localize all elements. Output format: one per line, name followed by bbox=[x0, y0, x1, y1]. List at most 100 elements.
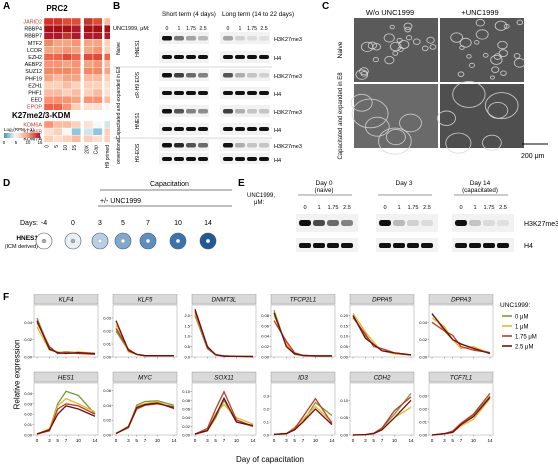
x-tick-label: 3 bbox=[443, 438, 446, 443]
heat-cell bbox=[92, 39, 103, 47]
blot-band bbox=[174, 91, 184, 95]
gene-label-rbbp7: RBBP7 bbox=[24, 34, 42, 40]
blot-band bbox=[198, 73, 208, 78]
blot-band bbox=[162, 127, 172, 131]
heat-cell bbox=[92, 120, 103, 129]
y-tick-label: 0.00 bbox=[340, 433, 349, 438]
heat-cell bbox=[62, 74, 72, 83]
x-tick-label: 10 bbox=[155, 438, 161, 443]
row-group-label: Conventional bbox=[116, 138, 122, 164]
group-title: Day 3 bbox=[396, 180, 413, 187]
blot-strip bbox=[220, 69, 270, 81]
colony bbox=[445, 132, 472, 154]
heat-cell bbox=[83, 102, 94, 111]
band-label: H3K27me3 bbox=[274, 37, 302, 43]
x-tick-label: 14 bbox=[171, 438, 177, 443]
colony bbox=[383, 33, 395, 43]
facet-title: DNMT3L bbox=[212, 297, 237, 304]
blot-band bbox=[247, 91, 257, 95]
dose-label: 2.5 bbox=[343, 205, 351, 211]
dose-label: 1 bbox=[317, 205, 320, 211]
facet-header bbox=[349, 371, 415, 383]
heat-cell bbox=[62, 60, 72, 68]
blot-band bbox=[174, 143, 184, 148]
colony bbox=[398, 40, 410, 49]
group-title: Day 14 bbox=[470, 180, 491, 187]
blot-strip bbox=[220, 153, 270, 164]
gene-label-suz12: SUZ12 bbox=[25, 69, 42, 75]
panel-letter-d: D bbox=[3, 178, 11, 189]
cell-stage-dot bbox=[97, 238, 103, 244]
heat-cell bbox=[83, 60, 94, 68]
x-tick-label: 14 bbox=[487, 438, 493, 443]
heat-cell bbox=[103, 127, 110, 136]
blot-band bbox=[259, 36, 269, 41]
micrograph-image bbox=[354, 84, 438, 148]
colony bbox=[389, 41, 402, 52]
blot-band bbox=[174, 55, 184, 59]
dose-label: 1.75 bbox=[328, 205, 339, 211]
blot-band bbox=[198, 91, 208, 95]
x-tick-label: 3 bbox=[364, 438, 367, 443]
colony bbox=[475, 18, 485, 27]
colony bbox=[405, 35, 413, 41]
blot-band bbox=[259, 143, 269, 148]
capacitation-label: Capacitation bbox=[150, 181, 189, 188]
gene-label-kdm7a: KDM7A bbox=[23, 137, 42, 143]
heat-cell bbox=[53, 46, 63, 54]
panel-letter-e: E bbox=[238, 178, 245, 189]
heat-cell bbox=[92, 127, 103, 136]
y-tick-label: 0.02 bbox=[182, 424, 191, 429]
blot-band bbox=[235, 73, 245, 78]
blot-band bbox=[379, 243, 391, 248]
scale-bar-label: 200 μm bbox=[521, 153, 545, 160]
blot-band bbox=[483, 220, 495, 226]
blot-strip bbox=[159, 153, 209, 164]
x-tick-label: 7 bbox=[381, 438, 384, 443]
blot-band bbox=[247, 73, 257, 78]
heat-cell bbox=[53, 74, 63, 83]
heat-cell bbox=[103, 95, 110, 104]
colony bbox=[412, 38, 421, 45]
dose-label: 0 bbox=[303, 205, 306, 211]
series-line bbox=[115, 320, 174, 357]
blot-band bbox=[198, 157, 208, 161]
legend-label: 1 μM bbox=[515, 325, 528, 331]
facet-title: HES1 bbox=[58, 375, 74, 382]
col-with-unc: +UNC1999 bbox=[461, 8, 499, 17]
blot-band bbox=[186, 73, 196, 78]
unc-dose-label: UNC1999, μM: bbox=[113, 26, 150, 32]
heat-cell bbox=[92, 17, 103, 26]
y-tick-label: 1.5 bbox=[184, 323, 190, 328]
heat-cell bbox=[53, 102, 63, 111]
colony bbox=[498, 49, 508, 58]
heat-cell bbox=[83, 81, 94, 90]
facet-title: ID3 bbox=[298, 375, 308, 382]
blot-band bbox=[186, 91, 196, 95]
series-line bbox=[194, 390, 254, 435]
heat-cell bbox=[43, 24, 54, 33]
heat-cell bbox=[92, 67, 103, 76]
colony bbox=[364, 116, 390, 137]
y-tick-label: 0.00 bbox=[24, 355, 33, 360]
legend-colorbar bbox=[4, 133, 40, 138]
y-tick-label: 0.1 bbox=[263, 420, 269, 425]
blot-band bbox=[162, 91, 172, 95]
colony bbox=[497, 40, 508, 50]
western-blot-b: Short term (4 days) Long term (14 to 22 d… bbox=[113, 11, 302, 164]
y-tick-label: 0.02 bbox=[419, 407, 428, 412]
x-tick-label: 14 bbox=[92, 438, 98, 443]
heat-cell bbox=[43, 67, 54, 76]
heat-cell bbox=[103, 39, 110, 47]
legend-title: Log₂(RPM + 1) bbox=[4, 127, 34, 132]
heat-cell bbox=[71, 53, 81, 61]
heat-cell bbox=[92, 46, 103, 54]
x-tick-label: 5 bbox=[372, 438, 375, 443]
heat-cell bbox=[43, 127, 54, 136]
heat-cell bbox=[43, 39, 54, 47]
heat-cell bbox=[62, 39, 72, 47]
band-label: H3K27me3 bbox=[274, 144, 302, 150]
y-tick-label: 0.00 bbox=[419, 355, 428, 360]
blot-band bbox=[223, 73, 233, 78]
heat-cell bbox=[43, 134, 54, 143]
